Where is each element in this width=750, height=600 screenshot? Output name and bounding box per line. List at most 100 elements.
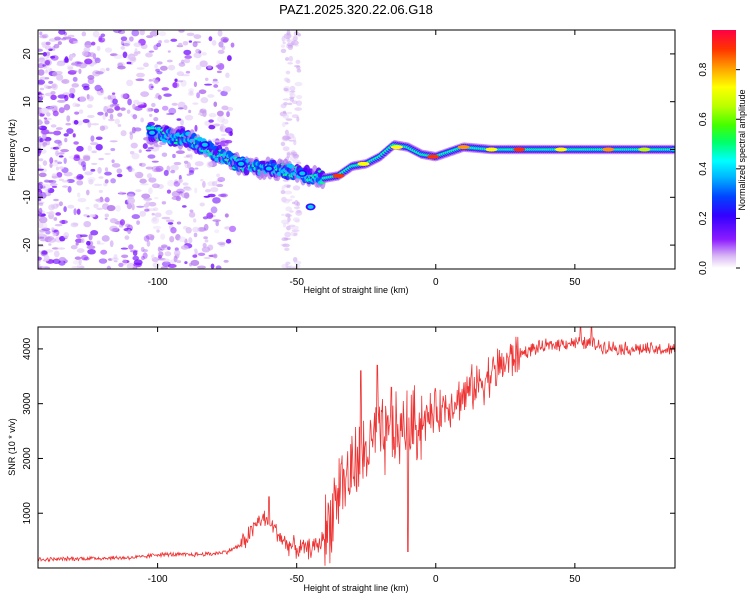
spectral-blob [133,259,143,266]
spectral-blob [58,155,64,158]
spectral-blob [426,154,439,159]
spectral-blob [197,112,203,116]
spectral-blob [86,95,94,102]
spectral-blob [90,135,95,142]
spectral-blob [62,36,72,40]
spectral-blob [44,45,52,50]
spectral-blob [70,54,76,59]
spectral-blob [42,64,46,67]
spectral-blob [83,85,90,91]
spectral-blob [75,175,80,180]
snr-frame [37,326,676,569]
spectral-blob [71,83,80,88]
spectral-blob [72,133,76,138]
spectral-blob [44,180,54,183]
spectral-blob [58,30,66,35]
spectral-blob [166,59,173,63]
spectral-blob [72,40,79,44]
spectral-blob [194,124,198,132]
spectral-blob [167,263,177,269]
spectral-blob [638,147,651,152]
spectral-blob [283,87,289,92]
spectral-blob [140,246,145,253]
spectral-blob [122,51,128,59]
spectral-blob [215,179,223,183]
spectral-blob [67,34,75,38]
spectral-blob [38,79,46,85]
spectral-blob [78,62,87,69]
spectral-blob [193,218,197,223]
spectral-blob [283,223,287,228]
spectral-blob [284,57,290,61]
spectral-blob [96,240,101,245]
spectral-blob [48,179,57,184]
spectral-blob [174,78,178,83]
spectral-blob [107,95,112,100]
spectral-blob [120,46,126,50]
spectral-blob [72,76,78,82]
spectral-blob [210,263,215,269]
spectral-blob [170,169,176,174]
spectral-blob [55,150,59,157]
spectral-blob [55,127,63,131]
spectral-blob [39,137,44,143]
spectral-blob [141,193,151,199]
spectral-blob [208,112,217,118]
spectral-blob [156,42,162,48]
spectral-blob [149,30,159,37]
spectral-blob [73,208,77,216]
spectral-blob [284,129,289,136]
colorbar-tick-label: 0.6 [698,112,709,126]
spectral-blob [106,265,112,269]
spectral-blob [43,117,48,120]
spectral-blob [146,208,151,212]
spectral-blob [45,117,53,121]
spectral-blob [57,161,63,165]
spectral-blob [158,251,164,258]
spectral-blob [171,196,180,201]
spectral-blob [217,89,221,92]
spectral-blob [100,33,106,38]
spectral-blob [93,183,103,186]
spectral-blob [73,120,79,125]
spectral-blob [192,102,199,105]
spectral-blob [72,222,79,226]
spectral-blob [55,145,61,150]
spectral-blob [120,107,126,111]
spectral-blob [78,175,84,179]
spectral-blob [207,244,214,251]
spectral-blob [203,256,211,260]
spectral-blob [265,166,272,171]
spectral-blob [127,197,136,205]
spectral-blob [52,71,58,77]
spectral-blob [43,254,50,262]
snr-x-label: Height of straight line (km) [303,583,408,593]
spectral-blob [167,221,174,225]
spectral-blob [38,183,43,190]
spectral-blob [104,197,110,203]
colorbar-tick-label: 0.0 [698,261,709,275]
spectral-blob [109,113,114,120]
spectral-blob [185,70,191,74]
spectral-blob [148,79,153,82]
spectral-blob [228,225,237,233]
spectral-blob [83,44,92,49]
spectral-blob [54,223,63,227]
spectral-blob [48,48,53,51]
spectral-blob [172,82,178,88]
spectral-blob [286,152,291,158]
spectral-blob [84,58,93,65]
spectral-blob [168,107,177,115]
spectral-blob [87,248,96,255]
spectral-blob [143,203,150,208]
spectral-blob [38,119,43,125]
spectral-blob [223,259,229,263]
spectral-blob [602,147,615,152]
spectral-blob [116,168,123,174]
spectral-blob [54,36,62,41]
spectral-blob [226,106,234,112]
spectral-blob [86,189,90,196]
spectral-blob [126,61,132,65]
spectral-blob [80,238,85,244]
spectral-blob [117,30,126,35]
